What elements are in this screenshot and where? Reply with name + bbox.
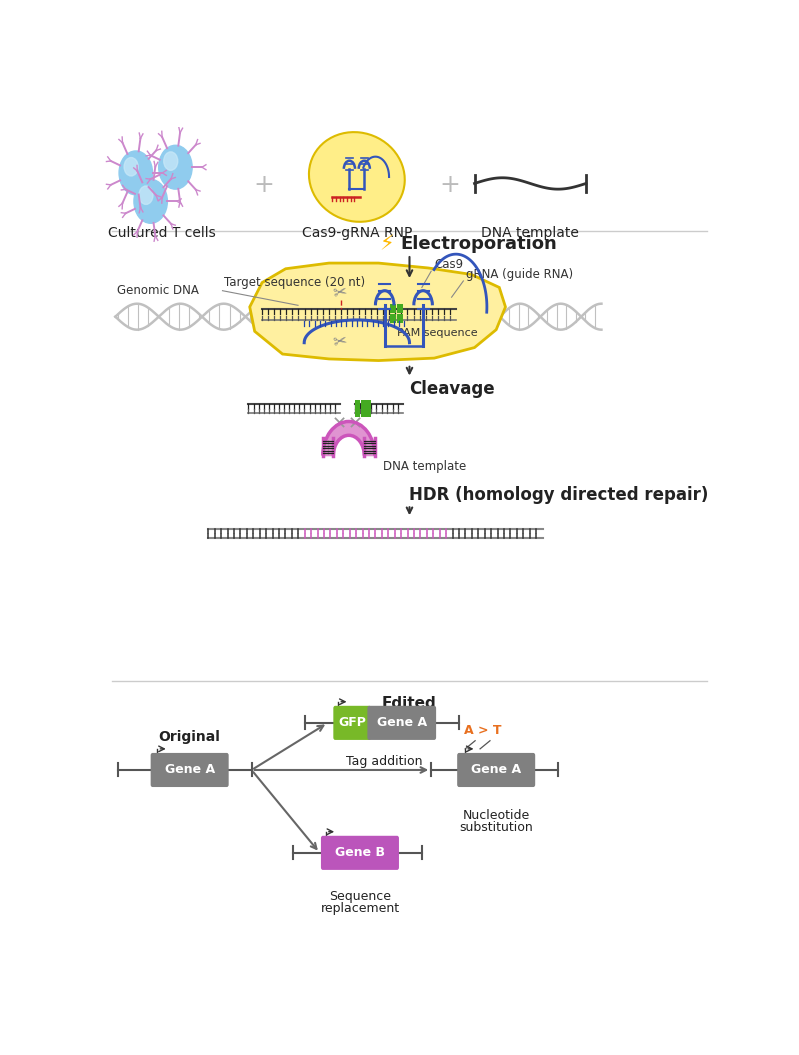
Circle shape xyxy=(119,151,153,195)
FancyBboxPatch shape xyxy=(321,836,399,870)
Text: +: + xyxy=(439,173,460,197)
Text: ✕: ✕ xyxy=(348,416,364,434)
Text: ⚡: ⚡ xyxy=(380,234,394,254)
Text: Genomic DNA: Genomic DNA xyxy=(117,284,199,298)
Circle shape xyxy=(124,157,138,176)
Text: Target sequence (20 nt): Target sequence (20 nt) xyxy=(224,276,365,289)
Text: Tag addition: Tag addition xyxy=(347,755,423,768)
Bar xyxy=(390,304,396,313)
Text: substitution: substitution xyxy=(459,821,533,835)
Text: Edited: Edited xyxy=(382,696,437,711)
FancyBboxPatch shape xyxy=(368,706,436,740)
Text: ✂: ✂ xyxy=(332,331,348,351)
Text: Electroporation: Electroporation xyxy=(400,235,557,253)
Circle shape xyxy=(164,152,177,170)
Bar xyxy=(366,400,371,408)
Bar xyxy=(355,400,360,408)
Text: Cas9-gRNA RNP: Cas9-gRNA RNP xyxy=(302,226,412,239)
FancyBboxPatch shape xyxy=(457,753,535,787)
Bar xyxy=(355,408,360,417)
Bar xyxy=(360,400,365,408)
Circle shape xyxy=(159,146,192,189)
Text: DNA template: DNA template xyxy=(384,460,467,473)
Bar xyxy=(360,408,365,417)
Text: Gene A: Gene A xyxy=(165,764,215,776)
Text: Gene A: Gene A xyxy=(376,716,427,729)
Text: DNA template: DNA template xyxy=(481,226,579,239)
Bar xyxy=(366,408,371,417)
Circle shape xyxy=(139,186,153,205)
Text: Cultured T cells: Cultured T cells xyxy=(108,226,216,239)
Text: gRNA (guide RNA): gRNA (guide RNA) xyxy=(467,268,574,281)
Text: PAM sequence: PAM sequence xyxy=(397,328,478,338)
Text: Sequence: Sequence xyxy=(329,890,391,903)
Text: HDR (homology directed repair): HDR (homology directed repair) xyxy=(410,486,709,504)
FancyBboxPatch shape xyxy=(151,753,229,787)
Text: A > T: A > T xyxy=(463,725,501,737)
Text: Nucleotide: Nucleotide xyxy=(463,809,530,822)
Text: +: + xyxy=(253,173,274,197)
Polygon shape xyxy=(323,422,375,456)
Ellipse shape xyxy=(309,132,405,222)
Circle shape xyxy=(134,179,167,224)
Text: Original: Original xyxy=(159,730,221,745)
Polygon shape xyxy=(250,263,506,361)
Text: Cleavage: Cleavage xyxy=(410,380,495,398)
Text: Gene B: Gene B xyxy=(335,846,385,860)
Bar xyxy=(397,304,403,313)
Bar xyxy=(397,314,403,323)
Text: ✕: ✕ xyxy=(332,416,347,434)
Text: Gene A: Gene A xyxy=(471,764,521,776)
Text: ✂: ✂ xyxy=(332,283,348,303)
FancyBboxPatch shape xyxy=(333,706,371,740)
Bar xyxy=(390,314,396,323)
Text: replacement: replacement xyxy=(320,902,400,915)
Text: Cas9: Cas9 xyxy=(435,258,463,271)
Text: GFP: GFP xyxy=(338,716,366,729)
